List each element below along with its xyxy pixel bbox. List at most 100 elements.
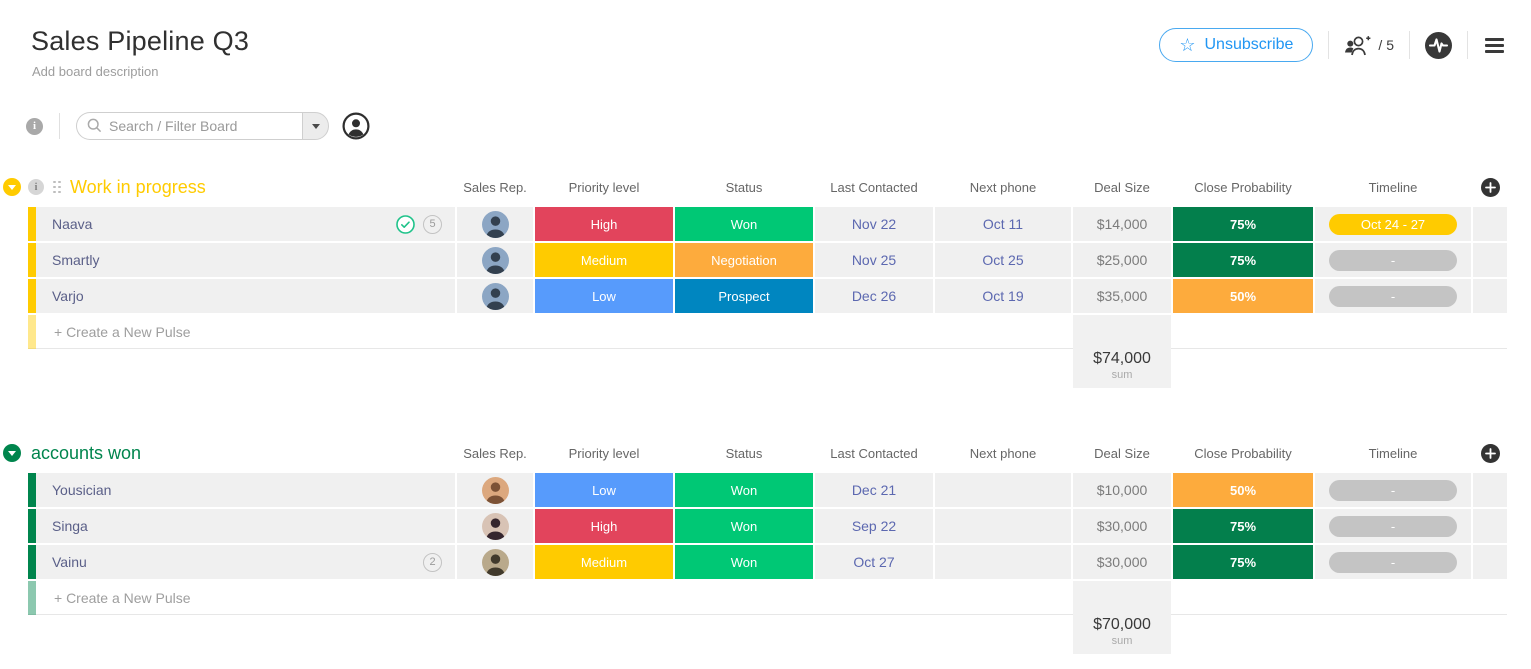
column-header-deal-size[interactable]: Deal Size <box>1094 445 1150 461</box>
column-header-next-phone[interactable]: Next phone <box>969 445 1037 461</box>
deal-size-cell[interactable]: $25,000 <box>1073 243 1171 277</box>
info-icon[interactable]: i <box>26 117 43 135</box>
timeline-pill[interactable]: - <box>1329 249 1457 271</box>
close-probability-cell[interactable]: 75% <box>1173 545 1313 579</box>
last-contacted-cell[interactable]: Oct 27 <box>815 545 933 579</box>
deal-size-cell[interactable]: $30,000 <box>1073 509 1171 543</box>
avatar[interactable] <box>481 476 509 504</box>
last-contacted-cell[interactable]: Dec 26 <box>815 279 933 313</box>
board-title[interactable]: Sales Pipeline Q3 <box>31 26 250 56</box>
sales-rep-cell[interactable] <box>457 207 533 241</box>
priority-cell[interactable]: High <box>535 509 673 543</box>
pulse-name-cell[interactable]: Naava 5 <box>28 207 455 241</box>
column-header-priority[interactable]: Priority level <box>568 445 640 461</box>
unsubscribe-button[interactable]: ☆ Unsubscribe <box>1159 28 1314 62</box>
column-header-status[interactable]: Status <box>725 445 763 461</box>
deal-size-cell[interactable]: $35,000 <box>1073 279 1171 313</box>
status-cell[interactable]: Won <box>675 509 813 543</box>
avatar[interactable] <box>481 210 509 238</box>
next-phone-cell[interactable] <box>935 545 1071 579</box>
column-header-priority[interactable]: Priority level <box>568 179 640 195</box>
timeline-cell[interactable]: - <box>1315 473 1471 507</box>
last-contacted-cell[interactable]: Nov 22 <box>815 207 933 241</box>
pulse-name[interactable]: Naava <box>52 216 93 232</box>
timeline-pill[interactable]: - <box>1329 551 1457 573</box>
priority-cell[interactable]: High <box>535 207 673 241</box>
timeline-pill[interactable]: - <box>1329 285 1457 307</box>
pulse-name[interactable]: Vainu <box>52 554 87 570</box>
timeline-pill[interactable]: Oct 24 - 27 <box>1329 213 1457 235</box>
board-description[interactable]: Add board description <box>32 64 159 79</box>
column-header-status[interactable]: Status <box>725 179 763 195</box>
pulse-name-cell[interactable]: Yousician <box>28 473 455 507</box>
last-contacted-cell[interactable]: Nov 25 <box>815 243 933 277</box>
check-icon[interactable] <box>396 214 415 234</box>
pulse-name[interactable]: Yousician <box>52 482 112 498</box>
close-probability-cell[interactable]: 50% <box>1173 279 1313 313</box>
board-menu-icon[interactable] <box>1483 34 1506 57</box>
timeline-pill[interactable]: - <box>1329 515 1457 537</box>
activity-pulse-icon[interactable] <box>1425 31 1452 59</box>
priority-cell[interactable]: Medium <box>535 243 673 277</box>
search-options-button[interactable] <box>302 112 329 140</box>
status-cell[interactable]: Negotiation <box>675 243 813 277</box>
board-members-button[interactable]: / 5 <box>1344 35 1394 56</box>
close-probability-cell[interactable]: 75% <box>1173 243 1313 277</box>
timeline-cell[interactable]: - <box>1315 243 1471 277</box>
next-phone-cell[interactable] <box>935 473 1071 507</box>
close-probability-cell[interactable]: 75% <box>1173 509 1313 543</box>
pulse-name-cell[interactable]: Varjo <box>28 279 455 313</box>
deal-size-cell[interactable]: $14,000 <box>1073 207 1171 241</box>
sales-rep-cell[interactable] <box>457 509 533 543</box>
pulse-name[interactable]: Smartly <box>52 252 100 268</box>
pulse-name[interactable]: Varjo <box>52 288 84 304</box>
pulse-name[interactable]: Singa <box>52 518 88 534</box>
pulse-name-cell[interactable]: Smartly <box>28 243 455 277</box>
updates-count-badge[interactable]: 2 <box>423 552 442 572</box>
timeline-cell[interactable]: - <box>1315 509 1471 543</box>
next-phone-cell[interactable]: Oct 19 <box>935 279 1071 313</box>
add-column-button[interactable] <box>1480 443 1500 463</box>
priority-cell[interactable]: Low <box>535 473 673 507</box>
column-header-close-probability[interactable]: Close Probability <box>1194 179 1292 195</box>
drag-handle-icon[interactable] <box>53 180 61 194</box>
create-pulse-label[interactable]: + Create a New Pulse <box>54 589 191 606</box>
priority-cell[interactable]: Medium <box>535 545 673 579</box>
collapse-group-icon[interactable] <box>3 444 21 462</box>
timeline-cell[interactable]: Oct 24 - 27 <box>1315 207 1471 241</box>
sales-rep-cell[interactable] <box>457 279 533 313</box>
group-title[interactable]: Work in progress <box>70 176 206 197</box>
avatar[interactable] <box>481 512 509 540</box>
avatar[interactable] <box>481 282 509 310</box>
search-input[interactable] <box>76 112 302 140</box>
close-probability-cell[interactable]: 50% <box>1173 473 1313 507</box>
next-phone-cell[interactable]: Oct 11 <box>935 207 1071 241</box>
column-header-last-contacted[interactable]: Last Contacted <box>830 445 918 461</box>
status-cell[interactable]: Won <box>675 545 813 579</box>
timeline-cell[interactable]: - <box>1315 279 1471 313</box>
create-pulse-row[interactable]: + Create a New Pulse <box>28 314 1507 349</box>
column-header-last-contacted[interactable]: Last Contacted <box>830 179 918 195</box>
sales-rep-cell[interactable] <box>457 243 533 277</box>
status-cell[interactable]: Won <box>675 207 813 241</box>
column-header-deal-size[interactable]: Deal Size <box>1094 179 1150 195</box>
avatar[interactable] <box>481 548 509 576</box>
deal-size-cell[interactable]: $30,000 <box>1073 545 1171 579</box>
last-contacted-cell[interactable]: Sep 22 <box>815 509 933 543</box>
last-contacted-cell[interactable]: Dec 21 <box>815 473 933 507</box>
status-cell[interactable]: Won <box>675 473 813 507</box>
create-pulse-label[interactable]: + Create a New Pulse <box>54 323 191 340</box>
deal-size-cell[interactable]: $10,000 <box>1073 473 1171 507</box>
column-header-timeline[interactable]: Timeline <box>1368 445 1418 461</box>
timeline-cell[interactable]: - <box>1315 545 1471 579</box>
status-cell[interactable]: Prospect <box>675 279 813 313</box>
create-pulse-row[interactable]: + Create a New Pulse <box>28 580 1507 615</box>
group-info-icon[interactable]: i <box>28 179 44 195</box>
close-probability-cell[interactable]: 75% <box>1173 207 1313 241</box>
next-phone-cell[interactable] <box>935 509 1071 543</box>
column-header-sales-rep[interactable]: Sales Rep. <box>463 179 527 195</box>
updates-count-badge[interactable]: 5 <box>423 214 442 234</box>
pulse-name-cell[interactable]: Vainu 2 <box>28 545 455 579</box>
timeline-pill[interactable]: - <box>1329 479 1457 501</box>
avatar[interactable] <box>481 246 509 274</box>
